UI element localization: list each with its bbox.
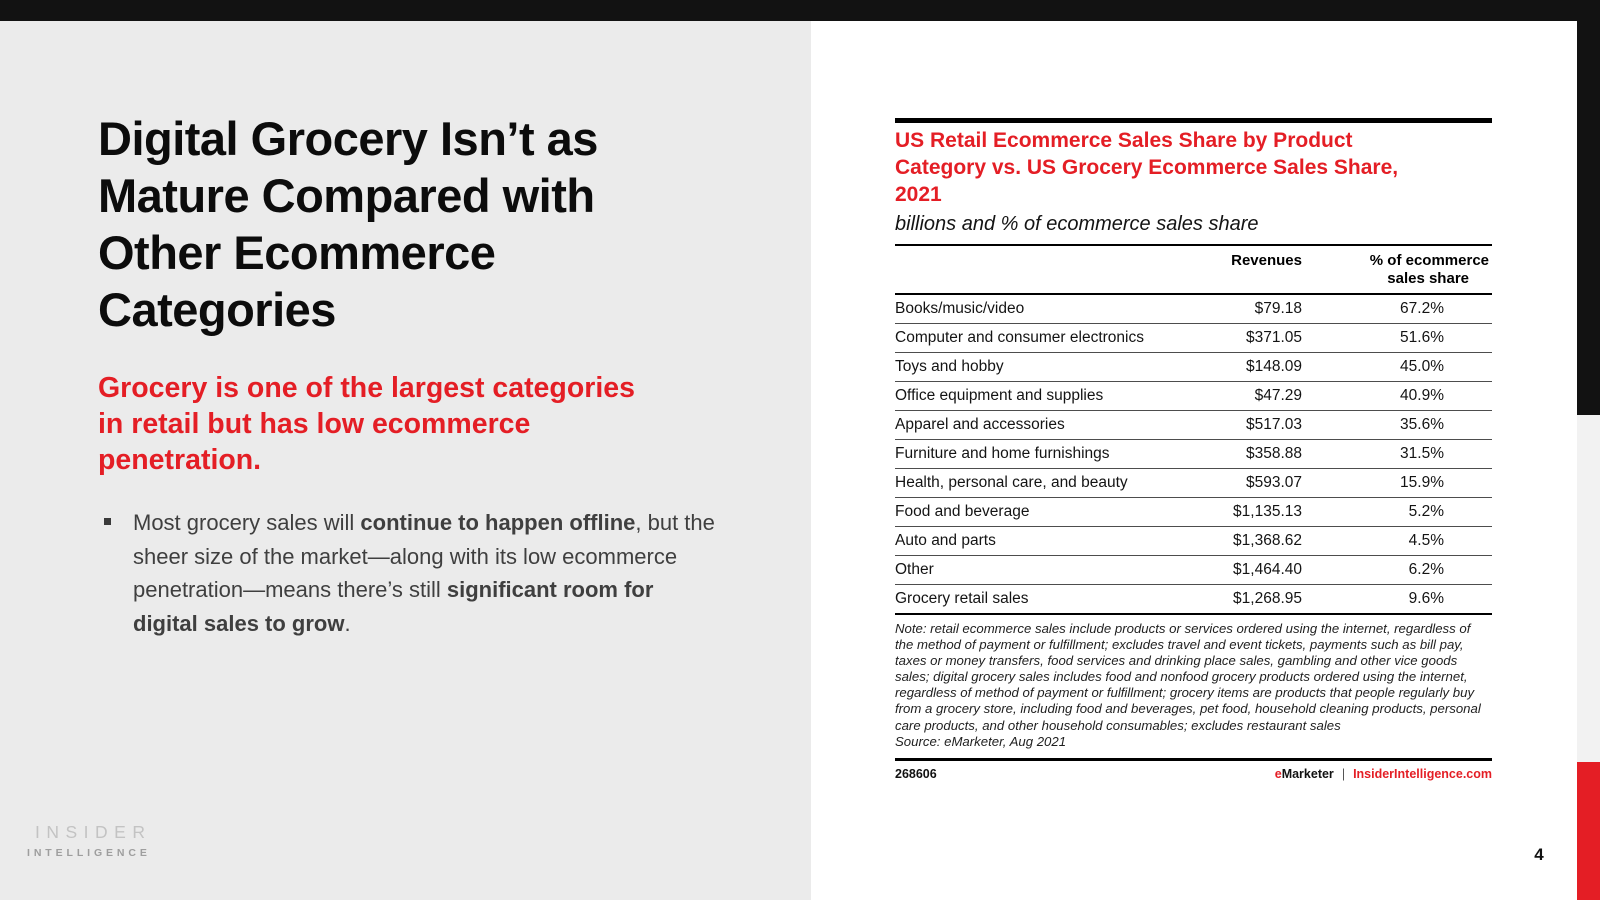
row-category: Books/music/video (895, 300, 1025, 317)
chart-note: Note: retail ecommerce sales include pro… (895, 621, 1481, 733)
slide-title-line: Categories (98, 283, 336, 336)
row-revenue: $47.29 (1254, 387, 1302, 404)
row-category: Toys and hobby (895, 358, 1004, 375)
bullet-segment: Most grocery sales will (133, 510, 361, 535)
chart-title: US Retail Ecommerce Sales Share by Produ… (895, 127, 1492, 208)
row-category: Furniture and home furnishings (895, 445, 1110, 462)
row-category: Computer and consumer electronics (895, 329, 1144, 346)
row-revenue: $1,268.95 (1233, 590, 1302, 607)
brand-emarketer-e: e (1274, 766, 1282, 781)
table-row: Food and beverage $1,135.13 5.2% (895, 498, 1492, 527)
key-statement-line: in retail but has low ecommerce (98, 408, 531, 440)
header-revenues: Revenues (1231, 252, 1302, 269)
bullet-segment-bold: significant room for digital sales to gr… (133, 577, 654, 636)
data-table: Revenues % of ecommerce sales share Book… (895, 244, 1492, 615)
chart-top-rule (895, 118, 1492, 123)
table-row: Apparel and accessories $517.03 35.6% (895, 411, 1492, 440)
table-row: Furniture and home furnishings $358.88 3… (895, 440, 1492, 469)
brand-attribution: eMarketer | InsiderIntelligence.com (1275, 767, 1492, 781)
row-category: Other (895, 561, 934, 578)
brand-emarketer-rest: Marketer (1281, 766, 1334, 781)
right-panel (811, 21, 1577, 900)
chart-subtitle: billions and % of ecommerce sales share (895, 213, 1259, 235)
chart-footer: 268606 eMarketer | InsiderIntelligence.com (895, 767, 1492, 781)
insider-intelligence-logo: INSIDER INTELLIGENCE (27, 822, 151, 859)
bullet-segment-bold: continue to happen offline (360, 510, 636, 535)
chart-id: 268606 (895, 766, 937, 781)
key-statement-line: Grocery is one of the largest categories (98, 372, 635, 404)
table-header-row: Revenues % of ecommerce sales share (895, 246, 1492, 295)
table-row: Health, personal care, and beauty $593.0… (895, 469, 1492, 498)
header-share-line1: % of ecommerce (1369, 252, 1489, 269)
insiderintelligence-link[interactable]: InsiderIntelligence.com (1353, 766, 1492, 781)
table-row: Books/music/video $79.18 67.2% (895, 295, 1492, 324)
bullet-segment: , but the sheer size of the market—along… (133, 510, 715, 602)
key-statement-line: penetration. (98, 444, 262, 476)
logo-wordmark-insider: INSIDER (35, 822, 152, 842)
chart-source: Source: eMarketer, Aug 2021 (895, 733, 1067, 749)
row-category: Apparel and accessories (895, 416, 1065, 433)
right-edge-red-strip (1577, 762, 1600, 900)
row-share: 4.5% (1408, 532, 1444, 549)
row-share: 31.5% (1400, 445, 1444, 462)
bullet-text: Most grocery sales will continue to happ… (133, 506, 723, 640)
table-row: Office equipment and supplies $47.29 40.… (895, 382, 1492, 411)
brand-separator: | (1341, 766, 1346, 781)
top-black-bar (0, 0, 1600, 21)
logo-wordmark-intelligence: INTELLIGENCE (27, 847, 151, 859)
row-share: 5.2% (1408, 503, 1444, 520)
chart-title-line: US Retail Ecommerce Sales Share by Produ… (895, 129, 1353, 152)
row-revenue: $1,464.40 (1233, 561, 1302, 578)
chart-title-line: 2021 (895, 183, 942, 206)
table-row: Grocery retail sales $1,268.95 9.6% (895, 585, 1492, 615)
row-revenue: $1,368.62 (1233, 532, 1302, 549)
row-revenue: $371.05 (1245, 329, 1302, 346)
row-share: 45.0% (1400, 358, 1444, 375)
row-category: Office equipment and supplies (895, 387, 1104, 404)
chart-title-line: Category vs. US Grocery Ecommerce Sales … (895, 156, 1399, 179)
row-category: Food and beverage (895, 503, 1030, 520)
row-revenue: $79.18 (1254, 300, 1302, 317)
header-share: % of ecommerce sales share (1302, 252, 1492, 288)
table-row: Computer and consumer electronics $371.0… (895, 324, 1492, 353)
row-share: 35.6% (1400, 416, 1444, 433)
table-row: Auto and parts $1,368.62 4.5% (895, 527, 1492, 556)
slide-title: Digital Grocery Isn’t as Mature Compared… (98, 110, 598, 338)
header-share-line2: sales share (1387, 270, 1469, 287)
row-revenue: $1,135.13 (1233, 503, 1302, 520)
row-revenue: $517.03 (1245, 416, 1302, 433)
slide-title-line: Digital Grocery Isn’t as (98, 112, 598, 165)
row-share: 40.9% (1400, 387, 1444, 404)
row-share: 51.6% (1400, 329, 1444, 346)
chart-bottom-rule (895, 757, 1492, 761)
row-revenue: $358.88 (1245, 445, 1302, 462)
page-number: 4 (1534, 845, 1544, 864)
right-edge-gray-strip (1577, 415, 1600, 762)
chart-exhibit: US Retail Ecommerce Sales Share by Produ… (895, 118, 1492, 781)
row-revenue: $593.07 (1245, 474, 1302, 491)
row-category: Health, personal care, and beauty (895, 474, 1128, 491)
table-row: Toys and hobby $148.09 45.0% (895, 353, 1492, 382)
bullet-segment: . (344, 610, 351, 636)
row-share: 67.2% (1400, 300, 1444, 317)
row-revenue: $148.09 (1245, 358, 1302, 375)
bullet-item: Most grocery sales will continue to happ… (104, 506, 744, 640)
table-row: Other $1,464.40 6.2% (895, 556, 1492, 585)
left-panel (0, 21, 811, 900)
row-category: Grocery retail sales (895, 590, 1029, 607)
slide-title-line: Mature Compared with (98, 169, 595, 222)
row-share: 6.2% (1408, 561, 1444, 578)
key-statement: Grocery is one of the largest categories… (98, 370, 635, 478)
slide-title-line: Other Ecommerce (98, 226, 496, 279)
right-edge-black-strip (1577, 21, 1600, 415)
bullet-square-icon (104, 518, 111, 525)
row-share: 15.9% (1400, 474, 1444, 491)
row-category: Auto and parts (895, 532, 996, 549)
row-share: 9.6% (1408, 590, 1444, 607)
